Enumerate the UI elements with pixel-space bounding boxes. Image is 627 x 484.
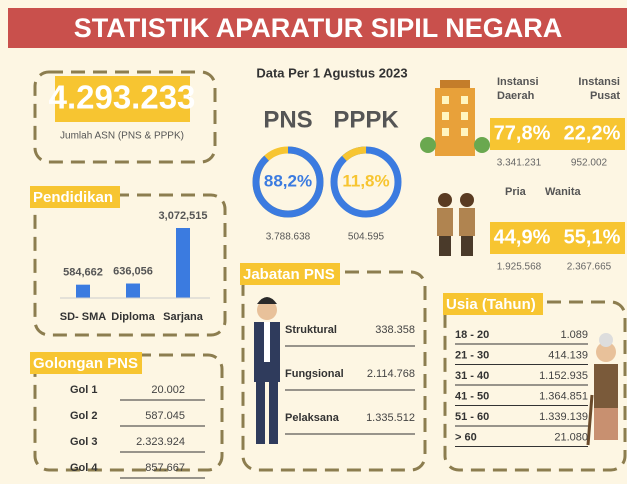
panel-header bbox=[240, 263, 340, 285]
usia-row-value: 1.364.851 bbox=[539, 390, 588, 402]
gender-name: Pria bbox=[505, 186, 527, 198]
usia-row-label: > 60 bbox=[455, 431, 477, 443]
gender-name: Wanita bbox=[545, 186, 582, 198]
bar bbox=[126, 283, 140, 298]
date: Data Per 1 Agustus 2023 bbox=[256, 65, 407, 80]
instansi-percent: 22,2% bbox=[564, 122, 621, 144]
usia-row-label: 21 - 30 bbox=[455, 349, 489, 361]
usia-row-value: 1.152.935 bbox=[539, 370, 588, 382]
usia-row-label: 18 - 20 bbox=[455, 329, 489, 341]
total-value: 4.293.233 bbox=[49, 79, 196, 116]
jabatan-row-value: 1.335.512 bbox=[366, 412, 415, 424]
golongan-row-value: 857.667 bbox=[145, 462, 185, 474]
usia-row-value: 21.080 bbox=[554, 431, 588, 443]
title: STATISTIK APARATUR SIPIL NEGARA bbox=[74, 13, 563, 43]
total-box bbox=[55, 76, 190, 122]
man-icon bbox=[254, 297, 280, 444]
gender-percent: 55,1% bbox=[564, 226, 621, 248]
bar-value-label: 584,662 bbox=[63, 267, 103, 279]
donut-label: 11,8% bbox=[342, 171, 389, 190]
instansi-name: Instansi Daerah bbox=[497, 76, 539, 102]
usia-row-value: 1.339.139 bbox=[539, 411, 588, 423]
panel-header bbox=[443, 293, 543, 315]
golongan-row-value: 587.045 bbox=[145, 410, 185, 422]
panel-header bbox=[30, 186, 120, 208]
instansi-name: Instansi Pusat bbox=[578, 76, 620, 102]
usia-row-value: 414.139 bbox=[548, 349, 588, 361]
category-label: Sarjana bbox=[163, 311, 204, 323]
jabatan-row-value: 2.114.768 bbox=[367, 368, 415, 380]
gender-count: 2.367.665 bbox=[567, 262, 612, 273]
status-count: 504.595 bbox=[348, 232, 385, 243]
golongan-row-value: 2.323.924 bbox=[136, 436, 185, 448]
instansi-count: 3.341.231 bbox=[497, 158, 542, 169]
usia-row-label: 51 - 60 bbox=[455, 411, 489, 423]
usia-row-value: 1.089 bbox=[560, 329, 588, 341]
title-banner bbox=[8, 8, 627, 48]
jabatan-row-label: Struktural bbox=[285, 324, 337, 336]
jabatan-row-label: Pelaksana bbox=[285, 412, 340, 424]
instansi-percent: 77,8% bbox=[494, 122, 551, 144]
golongan-row-label: Gol 3 bbox=[70, 436, 98, 448]
total-panel bbox=[33, 70, 217, 164]
bar bbox=[176, 228, 190, 298]
panel-title: Jabatan PNS bbox=[243, 266, 335, 283]
status-count: 3.788.638 bbox=[266, 232, 311, 243]
status-name: PNS bbox=[263, 106, 312, 133]
pendidikan-panel bbox=[33, 193, 227, 337]
panel-title: Golongan PNS bbox=[33, 355, 138, 372]
donut-label: 88,2% bbox=[264, 171, 312, 190]
total-label: Jumlah ASN (PNS & PPPK) bbox=[60, 131, 184, 142]
panel-header bbox=[30, 352, 142, 374]
instansi-count: 952.002 bbox=[571, 158, 608, 169]
golongan-row-label: Gol 4 bbox=[70, 462, 98, 474]
bar bbox=[76, 284, 90, 298]
jabatan-row-label: Fungsional bbox=[285, 368, 344, 380]
panel-title: Usia (Tahun) bbox=[446, 296, 536, 313]
grandma-icon bbox=[586, 333, 618, 446]
bar-value-label: 636,056 bbox=[113, 265, 153, 277]
gender-percent: 44,9% bbox=[494, 226, 551, 248]
gender-bar bbox=[490, 222, 625, 254]
category-label: SD- SMA bbox=[60, 311, 107, 323]
status-name: PPPK bbox=[333, 106, 399, 133]
instansi-bar bbox=[490, 118, 625, 150]
panel-title: Pendidikan bbox=[33, 189, 113, 206]
jabatan-row-value: 338.358 bbox=[375, 324, 415, 336]
people-icon bbox=[437, 193, 475, 256]
golongan-row-label: Gol 1 bbox=[70, 384, 98, 396]
golongan-row-label: Gol 2 bbox=[70, 410, 98, 422]
usia-row-label: 41 - 50 bbox=[455, 390, 489, 402]
donut-arc bbox=[252, 146, 324, 218]
gender-count: 1.925.568 bbox=[497, 262, 542, 273]
golongan-row-value: 20.002 bbox=[151, 384, 185, 396]
bar-value-label: 3,072,515 bbox=[159, 210, 208, 222]
usia-row-label: 31 - 40 bbox=[455, 370, 489, 382]
category-label: Diploma bbox=[111, 311, 155, 323]
building-icon bbox=[420, 80, 490, 156]
